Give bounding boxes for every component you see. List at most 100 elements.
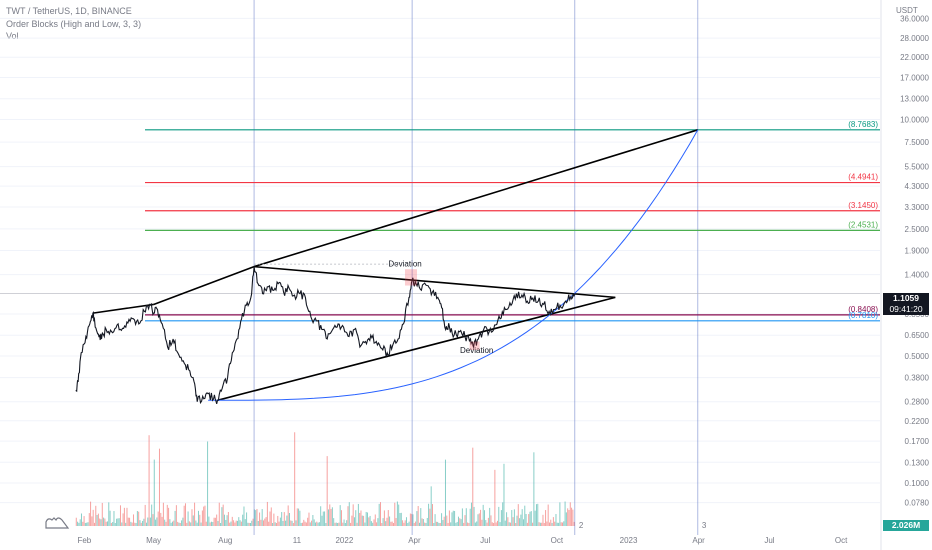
deviation-highlight (469, 341, 480, 350)
volume-bar (82, 521, 84, 526)
volume-bar (426, 517, 428, 526)
deviation-label: Deviation (460, 346, 493, 355)
volume-bar (122, 513, 124, 526)
volume-bar (295, 520, 297, 526)
volume-bar (247, 522, 249, 526)
volume-bar (356, 522, 358, 526)
y-tick-label: 0.5000 (905, 352, 930, 361)
volume-bar (567, 508, 569, 526)
volume-bar (526, 522, 528, 526)
volume-bar (147, 517, 149, 526)
volume-bar (435, 521, 437, 526)
volume-bar (311, 520, 313, 526)
volume-bar (127, 517, 129, 526)
volume-bar (490, 515, 492, 526)
indicator-legend[interactable]: Order Blocks (High and Low, 3, 3) (6, 19, 142, 29)
volume-bar (265, 517, 267, 526)
x-tick-label: 2022 (335, 536, 353, 545)
volume-bar (261, 509, 263, 526)
y-tick-label: 0.3800 (905, 374, 930, 383)
volume-bar (103, 517, 105, 526)
volume-bar (486, 522, 488, 526)
volume-bar (123, 507, 125, 526)
volume-bar (568, 509, 570, 526)
bar-countdown: 09:41:20 (889, 304, 923, 314)
volume-bar (322, 511, 324, 526)
volume-bar (129, 517, 131, 526)
volume-bar (366, 512, 368, 526)
volume-bar (343, 519, 345, 526)
volume-bar (226, 515, 228, 526)
chart-symbol-title[interactable]: TWT / TetherUS, 1D, BINANCE (6, 6, 132, 16)
volume-legend[interactable]: Vol (6, 31, 19, 41)
volume-bar (506, 512, 508, 526)
volume-bar (259, 512, 261, 526)
volume-bar (242, 514, 244, 526)
volume-bar (476, 521, 478, 526)
volume-bar (546, 521, 548, 526)
volume-bar (346, 520, 348, 526)
volume-bar (285, 520, 287, 526)
volume-bar (407, 522, 409, 526)
volume-bar (216, 514, 218, 526)
volume-bar (344, 522, 346, 526)
volume-bar (90, 501, 92, 526)
volume-bar (498, 506, 500, 526)
volume-bar (390, 521, 392, 526)
volume-bar (504, 520, 506, 526)
volume-bar (481, 519, 483, 526)
volume-bar (257, 521, 259, 526)
volume-bar (190, 522, 192, 526)
volume-bar (571, 507, 573, 526)
volume-bar (572, 509, 574, 526)
volume-bar (299, 510, 301, 526)
volume-bar (312, 515, 314, 526)
volume-bar (433, 522, 435, 526)
volume-bar (114, 522, 116, 526)
volume-bar (573, 521, 575, 526)
volume-bar (551, 522, 553, 526)
volume-bar (184, 503, 186, 526)
volume-bar (290, 520, 292, 526)
volume-bar (403, 522, 405, 526)
volume-bar (559, 502, 561, 526)
trendline (153, 265, 255, 306)
volume-bar (213, 517, 215, 526)
volume-bar (87, 522, 89, 526)
volume-bar (373, 519, 375, 526)
volume-bar (251, 520, 253, 526)
volume-bar (434, 514, 436, 526)
volume-bar (391, 521, 393, 526)
volume-bar (496, 520, 498, 526)
volume-bar (291, 520, 293, 526)
volume-bar (418, 522, 420, 526)
volume-bar (296, 508, 298, 526)
volume-bar (424, 522, 426, 526)
volume-bar (558, 522, 560, 526)
volume-bar (166, 504, 168, 526)
volume-bar (469, 508, 471, 526)
volume-bar (294, 432, 296, 526)
volume-bar (134, 522, 136, 526)
tradingview-logo-icon[interactable] (44, 514, 72, 530)
volume-bar (473, 506, 475, 526)
volume-bar (318, 522, 320, 526)
volume-bar (385, 521, 387, 526)
volume-bar (182, 517, 184, 526)
volume-bar (300, 522, 302, 526)
volume-bar (149, 517, 151, 526)
volume-bar (455, 522, 457, 526)
volume-bar (93, 522, 95, 526)
x-tick-label: Apr (408, 536, 421, 545)
volume-bar (140, 522, 142, 526)
volume-bar (266, 501, 268, 526)
volume-bar (556, 522, 558, 526)
volume-bar (307, 517, 309, 526)
y-tick-label: 5.5000 (905, 163, 930, 172)
volume-bar (221, 507, 223, 526)
volume-bar (118, 518, 120, 526)
y-tick-label: 4.3000 (905, 182, 930, 191)
volume-bar (334, 522, 336, 526)
volume-bar (468, 522, 470, 526)
